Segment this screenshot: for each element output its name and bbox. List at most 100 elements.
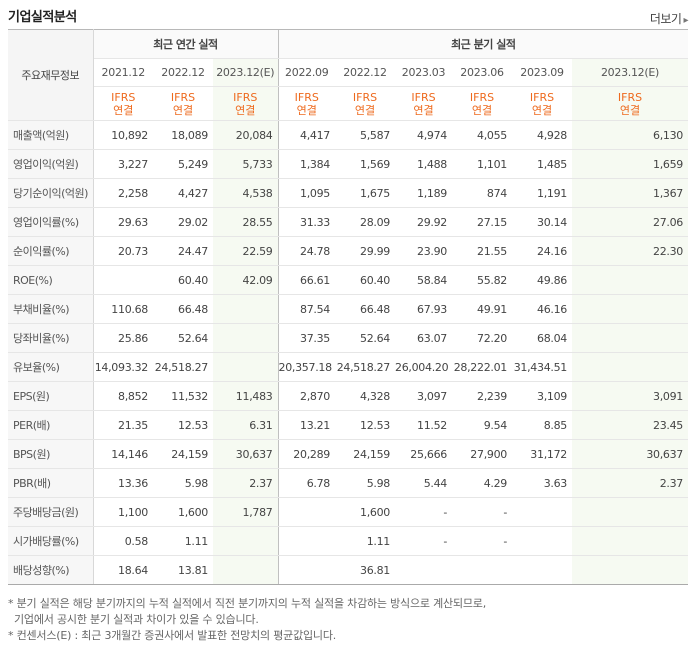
table-cell: 6.78 <box>277 468 335 498</box>
table-cell: 11,483 <box>213 381 278 411</box>
section-title: 기업실적분석 <box>8 10 77 25</box>
table-row: 부채비율(%) 110.68 66.48 87.54 66.48 67.93 49.91 46… <box>8 294 689 324</box>
table-cell: 3,097 <box>395 381 452 411</box>
table-cell: 6.31 <box>213 410 278 440</box>
ifrs-basis: 연결 <box>296 103 317 117</box>
table-cell <box>213 323 278 353</box>
ifrs-label: IFRS 연결 <box>452 86 512 121</box>
table-cell: - <box>452 526 512 556</box>
table-cell <box>277 555 335 585</box>
ifrs-standard: IFRS <box>411 90 436 104</box>
ifrs-standard: IFRS <box>170 90 196 104</box>
chevron-right-icon[interactable]: ▸ <box>683 15 688 26</box>
table-row: 매출액(억원) 10,892 18,089 20,084 4,417 5,587 4,974… <box>8 120 689 150</box>
table-cell: 31,434.51 <box>512 352 572 382</box>
ifrs-standard: IFRS <box>294 90 319 104</box>
table-cell: 68.04 <box>512 323 572 353</box>
table-cell: 28,222.01 <box>452 352 512 382</box>
table-cell: 24.78 <box>277 236 335 266</box>
row-label: BPS(원) <box>8 439 94 469</box>
table-cell: 49.91 <box>452 294 512 324</box>
table-cell <box>512 526 572 556</box>
ifrs-basis: 연결 <box>113 103 134 117</box>
period-header: 2023.12(E) <box>213 58 278 87</box>
more-link[interactable]: 더보기 ▸ <box>649 10 689 27</box>
more-label[interactable]: 더보기 <box>649 12 682 26</box>
table-row: 당좌비율(%) 25.86 52.64 37.35 52.64 63.07 72.20 68.… <box>8 323 689 353</box>
table-cell: - <box>452 497 512 527</box>
table-cell <box>572 526 689 556</box>
table-cell: 2.37 <box>213 468 278 498</box>
table-cell: 24,518.27 <box>153 352 213 382</box>
table-row: ROE(%) 60.40 42.09 66.61 60.40 58.84 55.82 49.8… <box>8 265 689 295</box>
table-cell: 1.11 <box>335 526 395 556</box>
table-cell <box>395 555 452 585</box>
table-cell: 25,666 <box>395 439 452 469</box>
table-cell <box>572 352 689 382</box>
period-header: 2023.03 <box>395 58 452 87</box>
footnote: * 컨센서스(E) : 최근 3개월간 증권사에서 발표한 전망치의 평균값입니… <box>8 629 337 642</box>
table-cell: 28.09 <box>335 207 395 237</box>
table-cell: 24,159 <box>153 439 213 469</box>
table-cell: 5,249 <box>153 149 213 179</box>
table-cell <box>213 555 278 585</box>
table-cell: 9.54 <box>452 410 512 440</box>
ifrs-label: IFRS 연결 <box>512 86 572 121</box>
annual-group-header: 최근 연간 실적 <box>93 29 278 59</box>
ifrs-standard: IFRS <box>529 90 555 104</box>
financial-summary-table: 주요재무정보 최근 연간 실적 최근 분기 실적 2021.12 2022.12 2… <box>8 29 689 585</box>
table-cell: 14,093.32 <box>93 352 153 382</box>
table-cell: 66.48 <box>335 294 395 324</box>
table-cell <box>213 526 278 556</box>
table-cell: 8.85 <box>512 410 572 440</box>
row-label: PBR(배) <box>8 468 94 498</box>
table-cell: 1,600 <box>335 497 395 527</box>
table-cell: 25.86 <box>93 323 153 353</box>
table-cell: 5,587 <box>335 120 395 150</box>
table-cell <box>572 555 689 585</box>
table-cell: 1,189 <box>395 178 452 208</box>
table-cell: 10,892 <box>93 120 153 150</box>
row-label: 당좌비율(%) <box>8 323 94 353</box>
table-cell: 11,532 <box>153 381 213 411</box>
table-row: PBR(배) 13.36 5.98 2.37 6.78 5.98 5.44 4.29 3.63 2… <box>8 468 689 498</box>
footnote: * 분기 실적은 해당 분기까지의 누적 실적에서 직전 분기까지의 누적 실적… <box>8 597 487 610</box>
table-cell: 1,367 <box>572 178 689 208</box>
row-label: ROE(%) <box>8 265 94 295</box>
table-cell: 1,787 <box>213 497 278 527</box>
ifrs-label: IFRS 연결 <box>277 86 335 121</box>
table-cell: - <box>395 497 452 527</box>
table-cell: 4,055 <box>452 120 512 150</box>
ifrs-row: IFRS 연결 IFRS 연결 IFRS 연결 IFRS 연결 IFRS 연결 IFRS 연결 IFRS… <box>8 86 689 121</box>
table-row: BPS(원) 14,146 24,159 30,637 20,289 24,159 25,6… <box>8 439 689 469</box>
table-row: PER(배) 21.35 12.53 6.31 13.21 12.53 11.52 9.54 8… <box>8 410 689 440</box>
table-cell: 20.73 <box>93 236 153 266</box>
table-cell: 46.16 <box>512 294 572 324</box>
row-label: 영업이익(억원) <box>8 149 94 179</box>
table-cell: 26,004.20 <box>395 352 452 382</box>
table-cell: 1.11 <box>153 526 213 556</box>
table-cell: 24.47 <box>153 236 213 266</box>
table-cell: 2,258 <box>93 178 153 208</box>
table-cell: 18,089 <box>153 120 213 150</box>
table-cell: 1,488 <box>395 149 452 179</box>
table-cell: 1,675 <box>335 178 395 208</box>
ifrs-basis: 연결 <box>354 103 376 117</box>
row-label: 매출액(억원) <box>8 120 94 150</box>
table-cell: 1,485 <box>512 149 572 179</box>
table-cell: 24,518.27 <box>335 352 395 382</box>
ifrs-standard: IFRS <box>111 90 136 104</box>
table-cell: 27.06 <box>572 207 689 237</box>
table-cell: 36.81 <box>335 555 395 585</box>
table-cell <box>277 526 335 556</box>
table-cell: 22.30 <box>572 236 689 266</box>
ifrs-basis: 연결 <box>172 103 194 117</box>
row-label: 부채비율(%) <box>8 294 94 324</box>
table-cell: 14,146 <box>93 439 153 469</box>
table-cell: 6,130 <box>572 120 689 150</box>
table-cell: 30,637 <box>572 439 689 469</box>
table-cell: 66.61 <box>277 265 335 295</box>
period-header: 2022.12 <box>153 58 213 87</box>
ifrs-basis: 연결 <box>413 103 434 117</box>
table-cell: 11.52 <box>395 410 452 440</box>
